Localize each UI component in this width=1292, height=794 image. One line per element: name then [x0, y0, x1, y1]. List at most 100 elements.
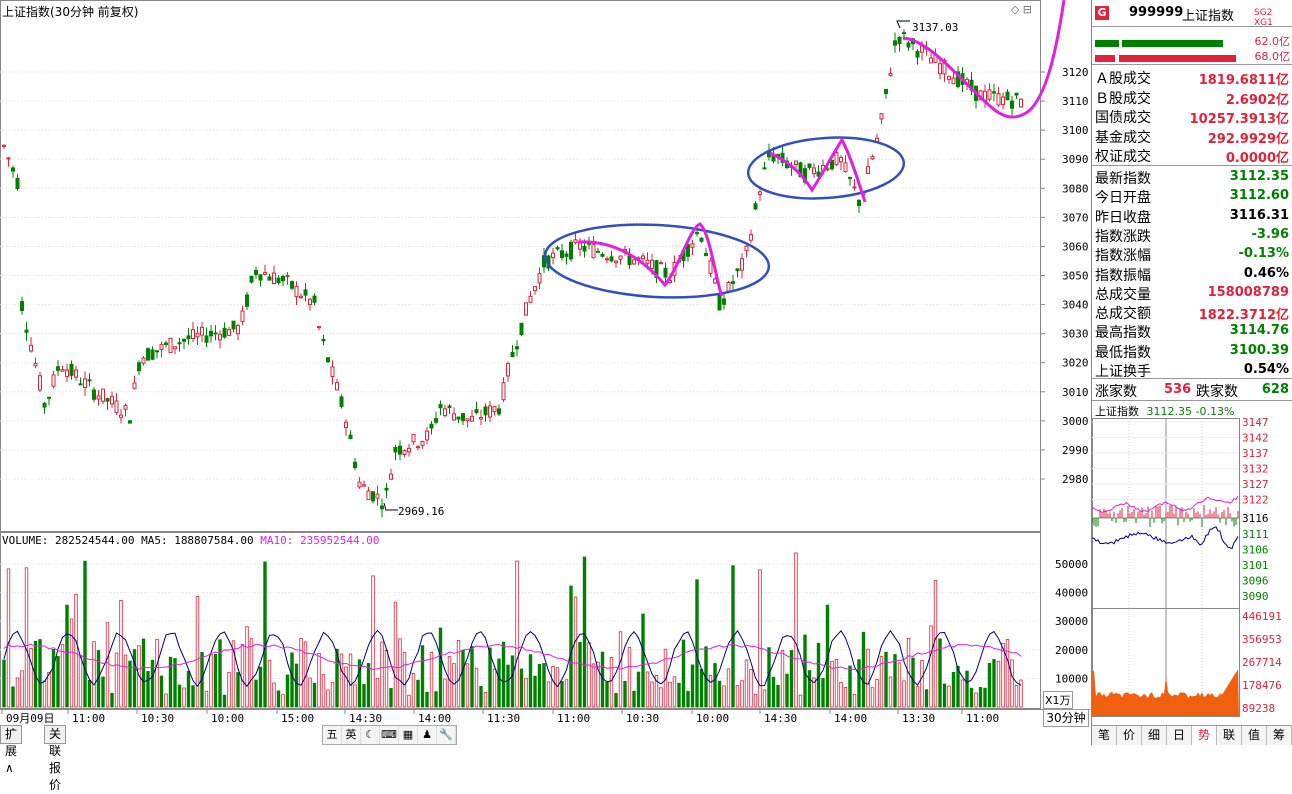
window-controls-icon[interactable]: ◇ ⊟ [1010, 3, 1032, 16]
period-selector[interactable]: 30分钟 [1043, 709, 1089, 727]
english-icon[interactable]: 英 [342, 726, 361, 744]
candle-body [956, 71, 960, 88]
volume-value: VOLUME: 282524544.00 [2, 534, 135, 547]
candle-body [366, 490, 371, 500]
keyboard-icon[interactable]: ⌨ [380, 726, 399, 744]
volume-bar [875, 679, 879, 708]
candle-body [182, 338, 186, 342]
panel-tab[interactable]: 筹 [1267, 726, 1292, 745]
volume-bar [47, 671, 51, 708]
mini-volume-area [1092, 669, 1239, 716]
volume-bar [312, 682, 317, 708]
volume-bar [578, 641, 582, 708]
volume-bar [929, 625, 933, 708]
turnover-row: 基金成交 292.9929亿 [1092, 126, 1292, 147]
candle-body [186, 335, 191, 340]
candle-body [285, 274, 290, 278]
candle-body [605, 258, 609, 261]
related-quotes-tab[interactable]: 关联报价 [44, 725, 67, 792]
moon-icon[interactable]: ☾ [361, 726, 380, 744]
mini-axis-label: 3096 [1242, 575, 1269, 588]
volume-bar [357, 659, 362, 708]
panel-tab[interactable]: 细 [1142, 726, 1167, 745]
time-axis-label: 10:30 [626, 712, 659, 725]
volume-bar [515, 560, 519, 708]
stat-row: 最高指数 3114.76 [1092, 321, 1292, 341]
panel-tab[interactable]: 值 [1242, 726, 1267, 745]
volume-bar [762, 689, 767, 708]
candle-body [245, 294, 249, 307]
ma5-value: MA5: 188807584.00 [141, 534, 254, 547]
panel-tab[interactable]: 笔 [1092, 726, 1117, 745]
volume-bar [461, 650, 465, 708]
turnover-label: 权证成交 [1095, 149, 1151, 165]
volume-bar [573, 596, 578, 708]
panel-tab[interactable]: 势 [1192, 726, 1217, 745]
candle-body [812, 167, 816, 175]
candle-body [902, 32, 906, 35]
volume-bar [438, 627, 443, 708]
volume-bar [758, 569, 762, 708]
candle-body [857, 199, 861, 206]
volume-bar [33, 640, 38, 708]
candle-body [78, 383, 83, 386]
user-icon[interactable]: ♟ [418, 726, 437, 744]
volume-bar [425, 691, 429, 708]
volume-bar [443, 678, 447, 708]
candle-body [146, 348, 150, 361]
volume-bar [128, 660, 132, 708]
candle-body [470, 415, 474, 422]
candle-body [627, 255, 632, 266]
intraday-chart[interactable]: 3147 3142 3137 3132 3127 3122 3116 3111 3106 3101… [1092, 418, 1292, 718]
candle-body [308, 298, 312, 306]
volume-bar [393, 601, 398, 708]
stat-row: 最新指数 3112.35 [1092, 167, 1292, 187]
volume-bar [753, 693, 758, 708]
panel-tab[interactable]: 联 [1217, 726, 1242, 745]
grid-icon[interactable]: ▦ [399, 726, 418, 744]
stat-label: 上证换手 [1095, 364, 1151, 380]
candle-body [105, 398, 110, 402]
volume-bar [290, 652, 294, 708]
volume-bar [659, 687, 663, 708]
volume-bar [42, 680, 47, 708]
volume-bar [519, 668, 524, 708]
candle-body [393, 446, 398, 453]
volume-bar [465, 663, 470, 708]
up-count-label: 涨家数 [1095, 384, 1137, 400]
candle-body [501, 382, 506, 401]
volume-bar [24, 567, 29, 708]
expand-tab[interactable]: 扩展∧ [0, 725, 23, 775]
panel-tab[interactable]: 价 [1117, 726, 1142, 745]
volume-bar [479, 685, 483, 708]
candle-body [510, 351, 515, 358]
candle-body [326, 357, 330, 363]
wrench-icon[interactable]: 🔧 [437, 726, 456, 744]
stat-value: 3112.60 [1229, 188, 1289, 204]
volume-bar [159, 675, 164, 708]
candle-body [344, 421, 348, 429]
candle-body [357, 481, 362, 488]
mini-volume-label: 89238 [1242, 702, 1275, 715]
candle-body [506, 363, 510, 377]
g-icon[interactable]: G [1095, 6, 1109, 20]
kline-chart[interactable]: 3120 3110 3100 3090 3080 3070 3060 3050 3040 3030… [0, 0, 1091, 745]
time-axis-label: 10:00 [696, 712, 729, 725]
candle-body [528, 295, 533, 303]
mini-axis-label: 3122 [1242, 494, 1269, 507]
candle-body [893, 40, 897, 46]
volume-bar [92, 641, 96, 708]
volume-bar [38, 639, 42, 708]
candle-body [1019, 98, 1023, 108]
candle-body [380, 505, 384, 510]
price-axis-label: 3090 [1062, 153, 1089, 166]
panel-tab[interactable]: 日 [1167, 726, 1192, 745]
volume-bar [326, 689, 330, 708]
wubi-icon[interactable]: 五 [323, 726, 342, 744]
volume-bar [510, 655, 515, 708]
candle-body [830, 159, 834, 170]
candle-body [24, 329, 29, 333]
turnover-row: Ｂ股成交 2.6902亿 [1092, 87, 1292, 108]
volume-bar [231, 640, 236, 708]
volume-bar [344, 666, 348, 708]
